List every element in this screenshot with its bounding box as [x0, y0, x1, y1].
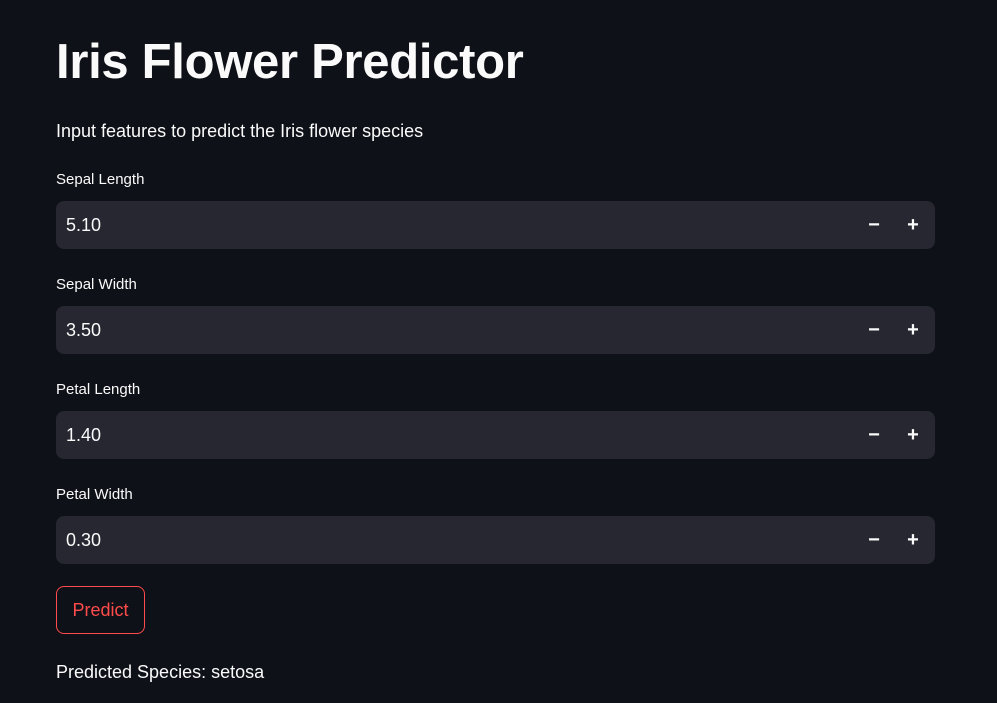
sepal-width-increment-button[interactable]: +: [907, 319, 919, 341]
sepal-width-input[interactable]: 3.50 − +: [56, 306, 935, 354]
sepal-length-label: Sepal Length: [56, 171, 145, 188]
sepal-length-increment-button[interactable]: +: [907, 214, 919, 236]
petal-length-value[interactable]: 1.40: [66, 425, 102, 445]
sepal-length-input[interactable]: 5.10 − +: [56, 201, 935, 249]
page-title: Iris Flower Predictor: [56, 35, 524, 89]
petal-length-increment-button[interactable]: +: [907, 424, 919, 446]
sepal-width-decrement-button[interactable]: −: [868, 319, 880, 341]
petal-width-value[interactable]: 0.30: [66, 530, 102, 550]
petal-length-label: Petal Length: [56, 381, 141, 398]
petal-length-decrement-button[interactable]: −: [868, 424, 880, 446]
petal-width-decrement-button[interactable]: −: [868, 529, 880, 551]
petal-width-label: Petal Width: [56, 486, 133, 503]
petal-length-input[interactable]: 1.40 − +: [56, 411, 935, 459]
petal-width-input[interactable]: 0.30 − +: [56, 516, 935, 564]
page-subtitle: Input features to predict the Iris flowe…: [56, 121, 424, 141]
petal-width-increment-button[interactable]: +: [907, 529, 919, 551]
prediction-result: Predicted Species: setosa: [56, 662, 265, 682]
sepal-width-value[interactable]: 3.50: [66, 320, 102, 340]
sepal-length-value[interactable]: 5.10: [66, 215, 102, 235]
sepal-width-label: Sepal Width: [56, 276, 137, 293]
predict-button[interactable]: Predict: [56, 586, 145, 634]
sepal-length-decrement-button[interactable]: −: [868, 214, 880, 236]
